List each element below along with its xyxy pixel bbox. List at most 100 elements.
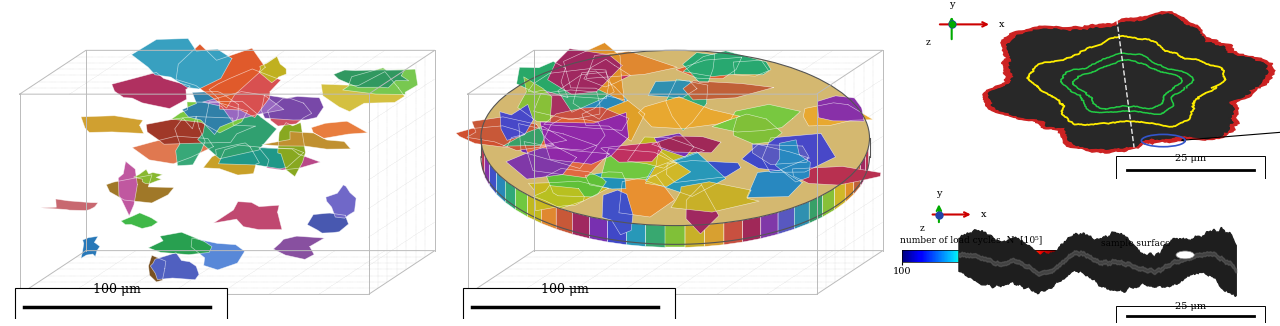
Polygon shape (259, 56, 287, 83)
Polygon shape (557, 207, 572, 234)
Text: z: z (925, 38, 931, 48)
FancyBboxPatch shape (1116, 156, 1266, 179)
Polygon shape (682, 52, 714, 83)
Polygon shape (627, 137, 704, 168)
Polygon shape (584, 59, 631, 87)
FancyBboxPatch shape (463, 288, 676, 324)
Polygon shape (667, 160, 741, 183)
Polygon shape (671, 182, 759, 212)
Polygon shape (988, 14, 1267, 149)
Polygon shape (746, 170, 803, 198)
Polygon shape (648, 81, 696, 98)
Polygon shape (792, 166, 881, 185)
Polygon shape (204, 143, 260, 175)
Text: 100 μm: 100 μm (93, 283, 141, 296)
Polygon shape (177, 44, 265, 108)
Polygon shape (741, 144, 809, 170)
Polygon shape (517, 61, 568, 98)
Polygon shape (854, 164, 860, 194)
Text: sample surface: sample surface (1101, 239, 1170, 248)
Polygon shape (343, 68, 417, 95)
Polygon shape (778, 207, 794, 234)
Text: 25 μm: 25 μm (1175, 302, 1206, 311)
Polygon shape (506, 144, 576, 179)
Polygon shape (534, 90, 600, 120)
Polygon shape (541, 201, 557, 229)
Polygon shape (219, 145, 303, 169)
Polygon shape (582, 96, 645, 141)
Polygon shape (835, 180, 845, 210)
Polygon shape (608, 220, 626, 245)
Polygon shape (776, 140, 810, 182)
Polygon shape (573, 71, 628, 119)
Polygon shape (712, 104, 800, 132)
Polygon shape (794, 201, 809, 229)
Polygon shape (111, 72, 191, 109)
Text: y: y (948, 0, 955, 8)
FancyBboxPatch shape (15, 288, 228, 324)
Polygon shape (268, 98, 312, 126)
Polygon shape (527, 195, 541, 223)
Polygon shape (666, 79, 708, 130)
Polygon shape (259, 148, 320, 170)
Polygon shape (261, 95, 324, 120)
Polygon shape (467, 117, 554, 151)
Polygon shape (804, 103, 873, 126)
Polygon shape (81, 236, 100, 259)
Polygon shape (214, 201, 282, 230)
Polygon shape (278, 123, 306, 177)
Polygon shape (620, 175, 675, 217)
Text: x: x (1000, 20, 1005, 29)
Polygon shape (585, 172, 626, 189)
Polygon shape (209, 69, 280, 118)
Polygon shape (753, 144, 809, 165)
Polygon shape (148, 255, 166, 282)
Polygon shape (529, 69, 609, 99)
Polygon shape (724, 220, 742, 245)
Polygon shape (106, 175, 174, 203)
Text: y: y (936, 188, 942, 198)
Polygon shape (481, 147, 485, 177)
Polygon shape (506, 180, 516, 210)
Polygon shape (572, 212, 590, 239)
Polygon shape (983, 12, 1275, 153)
Polygon shape (321, 72, 404, 111)
Polygon shape (645, 225, 666, 247)
Polygon shape (733, 60, 768, 76)
Polygon shape (590, 216, 608, 242)
Polygon shape (988, 14, 1267, 149)
Polygon shape (503, 126, 567, 146)
Polygon shape (684, 51, 771, 77)
Polygon shape (202, 92, 284, 121)
Polygon shape (645, 152, 726, 197)
Polygon shape (733, 114, 782, 144)
Polygon shape (600, 142, 662, 162)
Polygon shape (534, 185, 584, 208)
Polygon shape (120, 213, 157, 229)
Polygon shape (547, 169, 607, 197)
Polygon shape (685, 225, 705, 247)
Polygon shape (133, 169, 163, 184)
Polygon shape (132, 38, 232, 89)
Polygon shape (456, 126, 525, 147)
Polygon shape (845, 172, 854, 202)
Polygon shape (497, 172, 506, 202)
Polygon shape (485, 156, 490, 186)
Polygon shape (654, 133, 694, 157)
Polygon shape (182, 92, 238, 135)
Polygon shape (274, 236, 324, 259)
Text: 25 μm: 25 μm (1175, 155, 1206, 163)
Polygon shape (516, 188, 527, 217)
Polygon shape (41, 199, 99, 211)
Polygon shape (639, 97, 740, 129)
Polygon shape (544, 107, 628, 130)
Polygon shape (307, 213, 348, 233)
Polygon shape (865, 147, 869, 177)
Polygon shape (563, 43, 625, 102)
Polygon shape (818, 96, 864, 121)
Polygon shape (118, 161, 137, 216)
Polygon shape (602, 190, 632, 235)
Polygon shape (666, 226, 685, 247)
Text: z: z (919, 224, 924, 233)
Polygon shape (959, 227, 1236, 296)
